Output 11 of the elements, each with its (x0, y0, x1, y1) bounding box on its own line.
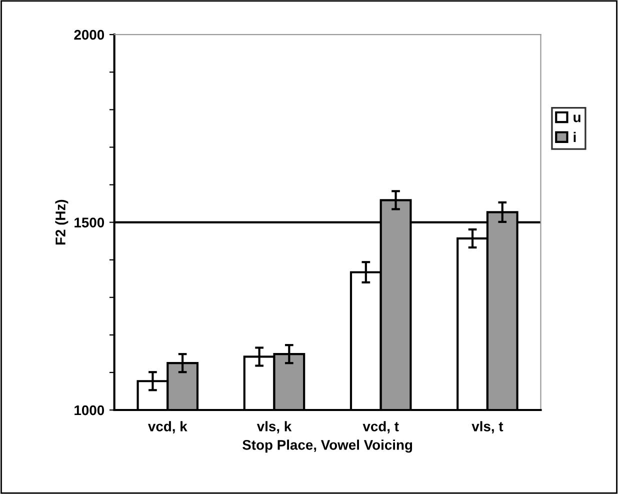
y-tick-label: 1500 (74, 218, 104, 228)
x-tick-label: vls, k (256, 421, 292, 434)
legend-label: u (574, 114, 580, 122)
y-axis-title: F2 (Hz) (55, 200, 68, 245)
legend-label: i (574, 132, 576, 142)
y-tick-label: 2000 (74, 30, 104, 40)
x-tick-label: vls, t (472, 421, 504, 434)
y-tick-label: 1000 (74, 405, 104, 416)
x-tick-label: vcd, k (148, 421, 188, 434)
x-axis-title: Stop Place, Vowel Voicing (242, 440, 412, 453)
x-tick-label: vcd, t (362, 421, 399, 434)
